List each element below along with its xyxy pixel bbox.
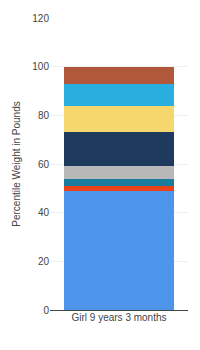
svg-text:40: 40 — [38, 207, 50, 218]
svg-text:120: 120 — [32, 13, 49, 24]
svg-text:0: 0 — [43, 305, 49, 316]
svg-text:20: 20 — [38, 256, 50, 267]
svg-text:Girl 9 years 3 months: Girl 9 years 3 months — [71, 312, 166, 323]
svg-text:Percentile Weight in Pounds: Percentile Weight in Pounds — [11, 101, 22, 226]
svg-text:60: 60 — [38, 159, 50, 170]
svg-text:100: 100 — [32, 61, 49, 72]
svg-text:80: 80 — [38, 110, 50, 121]
